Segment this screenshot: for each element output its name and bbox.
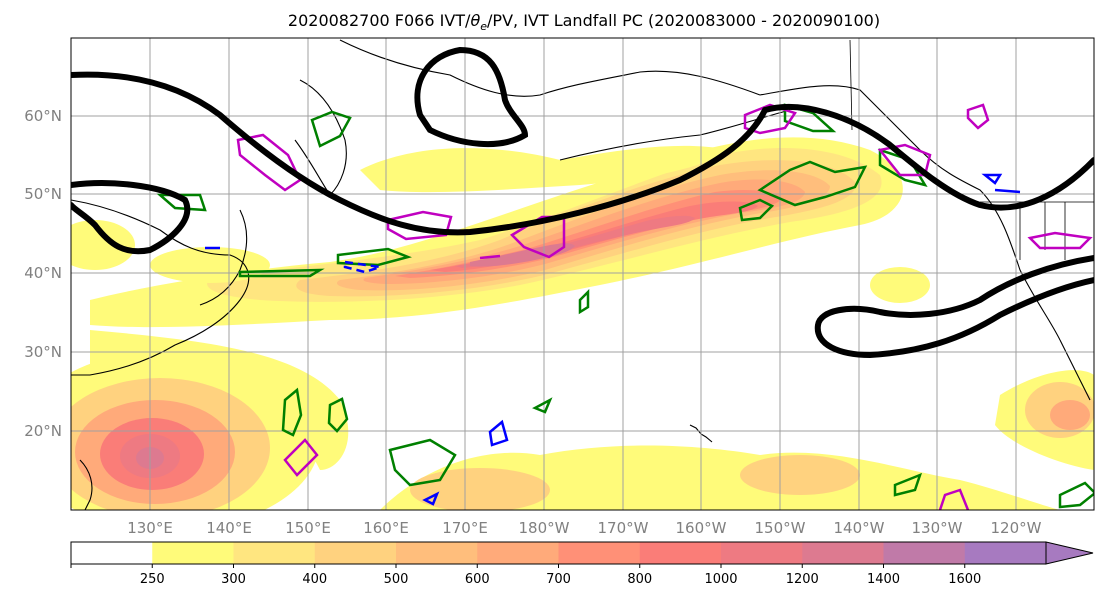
- ivt-tropical-band: [380, 445, 1060, 510]
- pv-green-13: [578, 288, 590, 315]
- colorbar-tick-label: 1600: [948, 572, 981, 587]
- pv-green-11: [1058, 481, 1094, 509]
- colorbar: 250 300 400 500 600 700 800 1000 1200 1400 1600: [70, 541, 1094, 587]
- lat-label: 50°N: [24, 185, 62, 203]
- lon-label: 170°E: [442, 519, 488, 537]
- pv-green-1: [310, 110, 352, 148]
- colorbar-segment: [314, 542, 397, 564]
- colorbar-segment: [152, 542, 234, 564]
- colorbar-tick-label: 1000: [704, 572, 737, 587]
- pv-green-12: [532, 397, 553, 414]
- lon-label: 120°W: [991, 519, 1042, 537]
- pv-magenta-3: [509, 215, 566, 259]
- lat-label: 30°N: [24, 343, 62, 361]
- ivt-west-patch: [71, 220, 135, 270]
- lon-label: 130°W: [912, 519, 963, 537]
- border-alaska-canada: [849, 39, 853, 131]
- coast-alaska: [759, 85, 1061, 341]
- ivt-tropical-core: [410, 468, 550, 510]
- lon-label: 140°E: [206, 519, 252, 537]
- lon-axis: 130°E 140°E 150°E 160°E 170°E 180°W 170°…: [127, 519, 1041, 537]
- pv-magenta-8: [283, 438, 319, 477]
- colorbar-segment: [396, 542, 478, 564]
- coast-japan: [199, 209, 248, 306]
- pv-blue-6: [422, 491, 440, 506]
- colorbar-tick-label: 600: [465, 572, 490, 587]
- colorbar-tick-label: 500: [384, 572, 409, 587]
- colorbar-extend-arrow: [1045, 541, 1094, 565]
- lon-label: 170°W: [598, 519, 649, 537]
- colorbar-tick-label: 300: [221, 572, 246, 587]
- colorbar-segment: [71, 542, 153, 564]
- pv-green-7: [281, 387, 303, 437]
- coast-siberia: [339, 39, 761, 97]
- lon-label: 160°W: [676, 519, 727, 537]
- pv-blue-3: [994, 188, 1021, 194]
- pv-blue-2: [981, 173, 1003, 185]
- colorbar-tick-label: 800: [627, 572, 652, 587]
- lon-label: 150°E: [285, 519, 331, 537]
- pv-magenta-10: [479, 254, 501, 260]
- theta-e-contours: [71, 46, 1094, 359]
- ivt-band-1200: [470, 243, 575, 267]
- ivt-typhoon-arc: [90, 330, 349, 470]
- coast-kamchatka: [294, 79, 347, 196]
- lon-label: 160°E: [363, 519, 409, 537]
- pv-green-15: [238, 268, 325, 278]
- ivt-japan-patch: [150, 247, 270, 283]
- coast-baja: [1059, 339, 1091, 401]
- lon-label: 130°E: [127, 519, 173, 537]
- lon-label: 150°W: [755, 519, 806, 537]
- colorbar-segment: [802, 542, 884, 564]
- map-panel: [71, 38, 1094, 510]
- pv-green-9: [388, 438, 457, 487]
- ivt-tropical-core-2: [740, 455, 860, 495]
- lon-label: 140°W: [834, 519, 885, 537]
- map-frame: [70, 37, 1095, 511]
- pv-magenta-1: [236, 133, 302, 192]
- border-states: [1019, 202, 1066, 260]
- theta-e-north: [414, 46, 529, 147]
- pv-magenta-9: [938, 488, 970, 510]
- pv-green-3: [738, 198, 775, 222]
- lon-label: 180°W: [519, 519, 570, 537]
- ivt-alaska-patch: [870, 267, 930, 303]
- colorbar-segment: [964, 542, 1047, 564]
- pv-green-10: [893, 472, 923, 497]
- lat-label: 60°N: [24, 107, 62, 125]
- pv-green-4: [783, 103, 837, 133]
- lat-label: 20°N: [24, 422, 62, 440]
- colorbar-tick-label: 700: [546, 572, 571, 587]
- lat-axis: 60°N 50°N 40°N 30°N 20°N: [24, 107, 62, 440]
- pv-magenta-6: [966, 103, 990, 130]
- pv-green-14: [156, 193, 207, 212]
- theta-e-east: [814, 255, 1094, 359]
- colorbar-segment: [639, 542, 722, 564]
- pv-magenta-4: [743, 103, 797, 135]
- figure-title: 2020082700 F066 IVT/θe/PV, IVT Landfall …: [288, 11, 880, 33]
- colorbar-tick-label: 1200: [786, 572, 819, 587]
- coast-philippines: [79, 459, 93, 510]
- colorbar-segment: [233, 542, 316, 564]
- colorbar-tick-label: 1400: [867, 572, 900, 587]
- pv-magenta-7: [1027, 231, 1093, 250]
- colorbar-segment: [477, 542, 559, 564]
- lat-label: 40°N: [24, 264, 62, 282]
- ivt-north-patch: [360, 145, 730, 193]
- colorbar-segment: [558, 542, 641, 564]
- colorbar-tick-label: 400: [302, 572, 327, 587]
- colorbar-segment: [883, 542, 966, 564]
- colorbar-segment: [721, 542, 803, 564]
- pv-green-6: [336, 247, 412, 267]
- colorbar-tick-label: 250: [140, 572, 165, 587]
- pv-blue-4: [488, 419, 509, 447]
- ivt-east-pac-core-2: [1050, 400, 1090, 430]
- theta-e-main: [71, 71, 1094, 236]
- pv-green-2: [757, 160, 868, 207]
- pv-contours-blue: [205, 173, 1021, 506]
- pv-green-8: [327, 397, 349, 433]
- theta-e-west: [71, 180, 191, 255]
- pv-magenta-5: [877, 143, 932, 177]
